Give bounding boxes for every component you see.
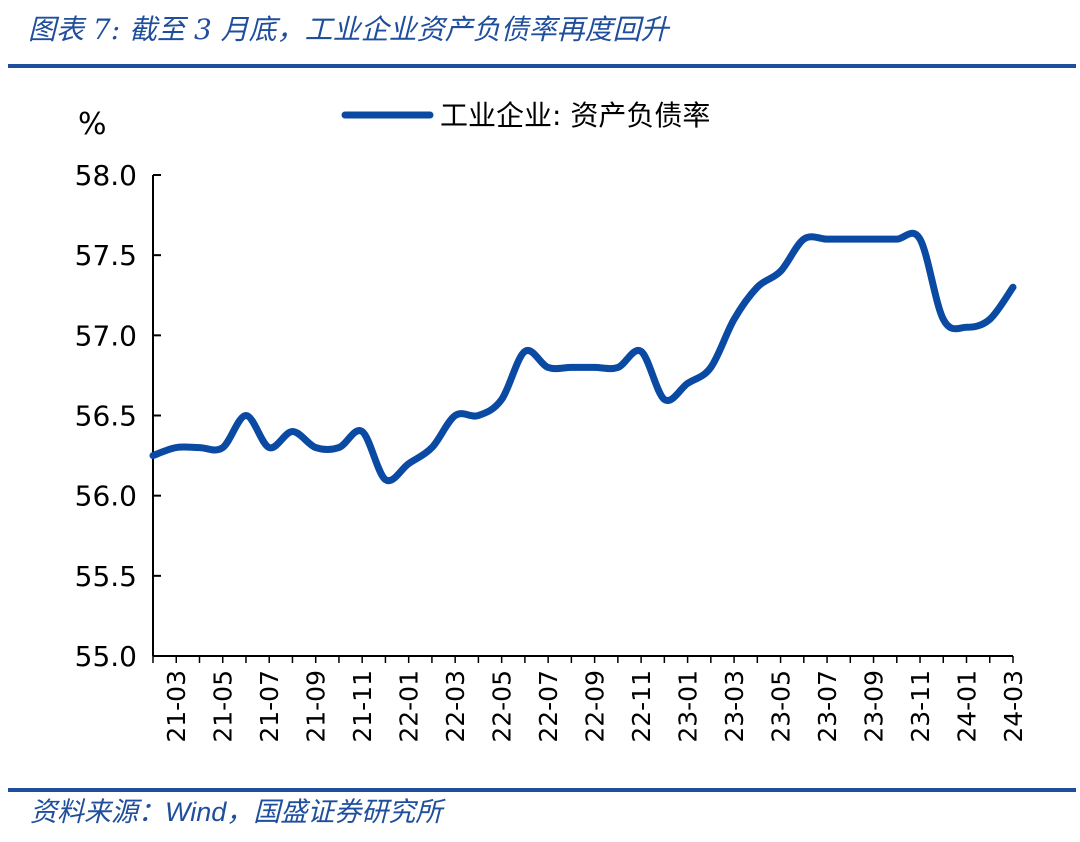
y-tick-label: 58.0 [75,159,137,192]
legend-label: 工业企业: 资产负债率 [440,99,710,132]
header-rule [8,64,1076,68]
chart-title: 图表 7: 截至 3 月底，工业企业资产负债率再度回升 [28,10,1068,50]
x-tick-label: 21-07 [255,670,284,743]
y-axis: 58.0 57.5 57.0 56.5 56.0 55.5 55.0 [75,159,161,673]
source-note: 资料来源：Wind，国盛证券研究所 [30,794,1070,830]
x-tick-label: 22-11 [627,670,656,743]
x-tick-label: 21-05 [209,670,238,743]
x-tick-label: 22-09 [581,670,610,743]
x-tick-label: 24-01 [953,670,982,743]
x-tick-label: 24-03 [999,670,1028,743]
y-tick-label: 55.0 [75,640,137,673]
x-tick-label: 22-03 [441,670,470,743]
source-prefix: 资料来源： [30,797,165,828]
x-tick-label: 21-11 [348,670,377,743]
y-tick-label: 57.5 [75,239,137,272]
x-tick-label: 21-03 [162,670,191,743]
x-tick-label: 23-03 [720,670,749,743]
x-tick-label: 23-09 [860,670,889,743]
y-tick-label: 56.0 [75,480,137,513]
source-wind: Wind [165,797,227,827]
legend: 工业企业: 资产负债率 [341,99,710,132]
title-text: 图表 7: 截至 3 月底，工业企业资产负债率再度回升 [28,13,669,46]
y-tick-label: 57.0 [75,319,137,352]
series-line [149,229,1017,485]
footer-rule [8,788,1076,792]
x-tick-label: 22-01 [395,670,424,743]
y-tick-label: 55.5 [75,560,137,593]
y-axis-unit-label: % [78,107,107,142]
series-group [149,229,1017,485]
x-tick-label: 22-07 [534,670,563,743]
x-tick-label: 23-01 [674,670,703,743]
x-tick-label: 23-07 [813,670,842,743]
x-axis: 21-03 21-05 21-07 21-09 21-11 22-01 22-03 22-05… [152,655,1028,743]
x-tick-label: 23-11 [906,670,935,743]
x-tick-label: 22-05 [488,670,517,743]
line-chart: 工业企业: 资产负债率 % 58.0 57.5 57.0 56.5 56.0 55.5 55… [75,99,1028,743]
x-tick-label: 21-09 [302,670,331,743]
y-tick-label: 56.5 [75,400,137,433]
x-tick-label: 23-05 [767,670,796,743]
source-suffix: ，国盛证券研究所 [226,797,443,828]
